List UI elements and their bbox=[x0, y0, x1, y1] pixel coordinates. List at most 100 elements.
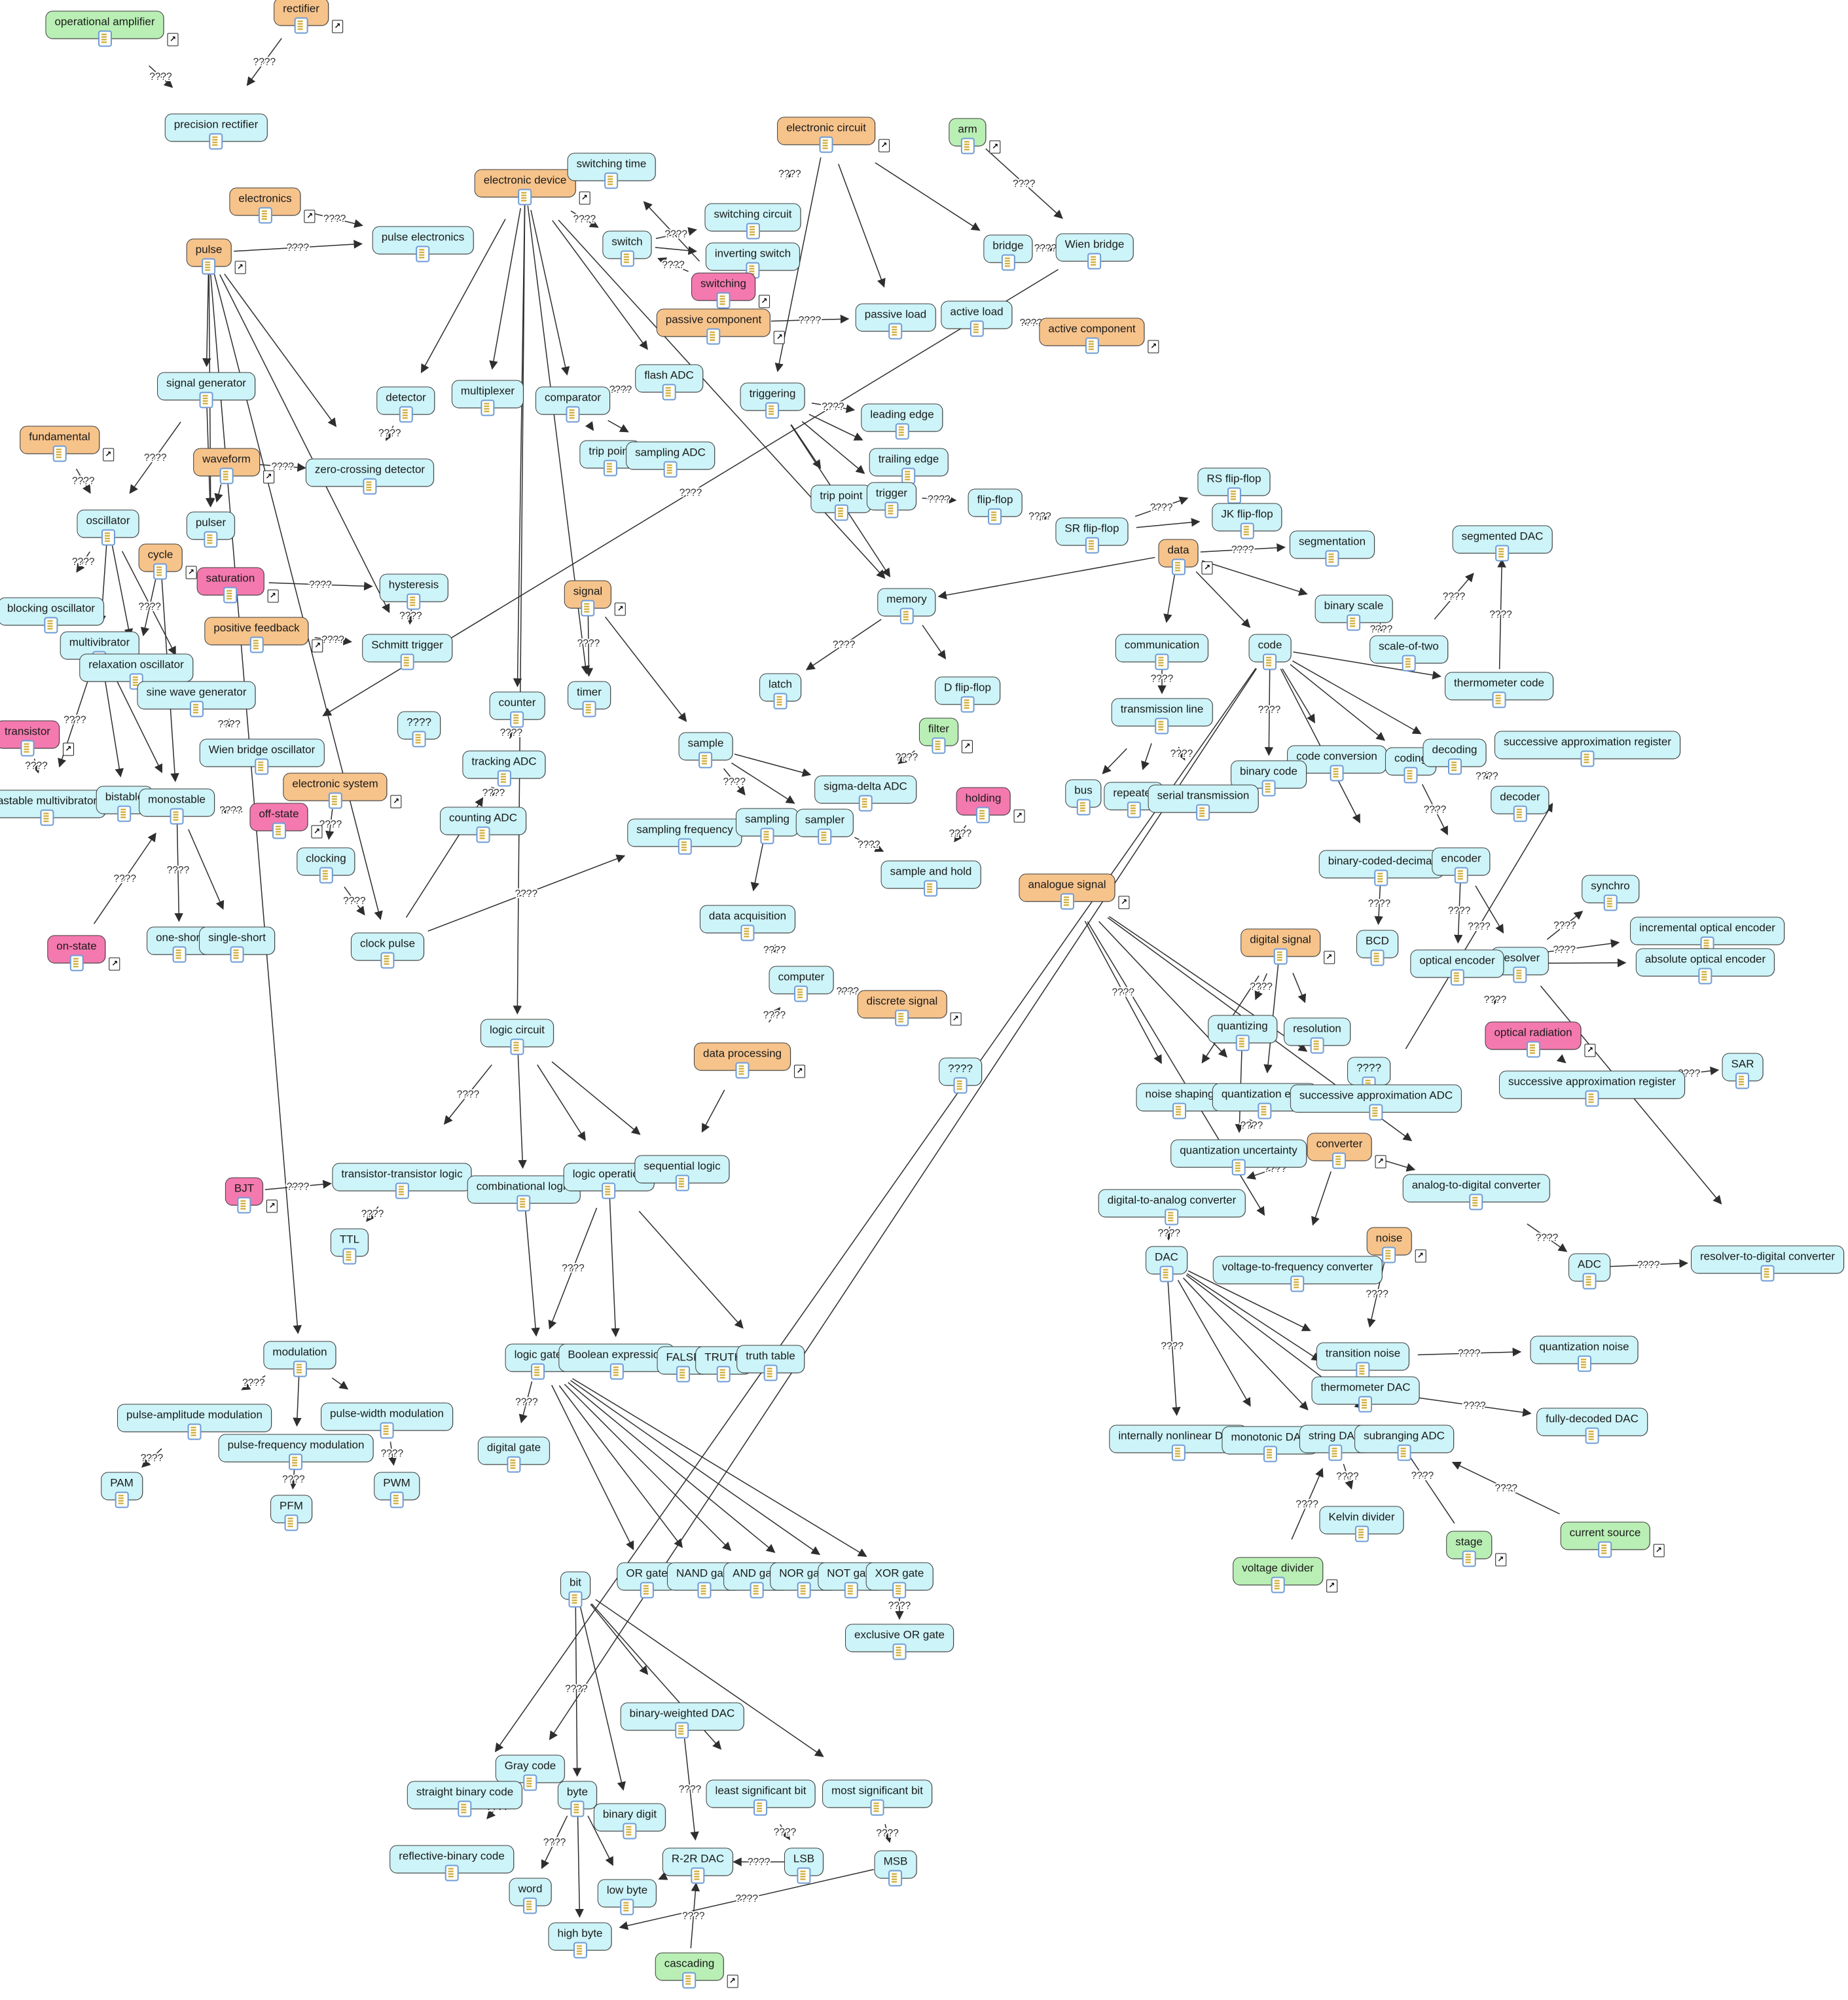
external-link-icon[interactable] bbox=[331, 20, 343, 33]
concept-node-jk_ff[interactable]: JK flip-flop bbox=[1212, 503, 1282, 539]
document-icon[interactable] bbox=[1370, 949, 1385, 966]
concept-node-waveform[interactable]: waveform bbox=[193, 448, 274, 484]
concept-node-filter[interactable]: filter bbox=[918, 718, 973, 754]
concept-node-counting_adc[interactable]: counting ADC bbox=[440, 807, 526, 843]
document-icon[interactable] bbox=[390, 1491, 404, 1508]
document-icon[interactable] bbox=[230, 946, 244, 963]
document-icon[interactable] bbox=[380, 952, 395, 969]
document-icon[interactable] bbox=[1060, 893, 1074, 910]
document-icon[interactable] bbox=[1263, 1445, 1277, 1463]
concept-node-optical_radiation[interactable]: optical radiation bbox=[1485, 1021, 1596, 1058]
document-icon[interactable] bbox=[101, 529, 115, 546]
document-icon[interactable] bbox=[1513, 966, 1527, 983]
document-icon[interactable] bbox=[1235, 1034, 1250, 1051]
concept-node-oscillator[interactable]: oscillator bbox=[77, 509, 139, 546]
concept-node-switch[interactable]: switch bbox=[602, 230, 652, 267]
document-icon[interactable] bbox=[44, 617, 58, 634]
concept-node-electronic_device[interactable]: electronic device bbox=[474, 169, 590, 206]
document-icon[interactable] bbox=[932, 737, 946, 754]
concept-node-counter[interactable]: counter bbox=[489, 691, 545, 728]
document-icon[interactable] bbox=[760, 827, 774, 845]
concept-node-combinational_logic[interactable]: combinational logic bbox=[467, 1175, 581, 1212]
concept-node-word[interactable]: word bbox=[509, 1878, 552, 1914]
concept-node-zero_crossing[interactable]: zero-crossing detector bbox=[305, 458, 435, 495]
document-icon[interactable] bbox=[117, 805, 132, 822]
external-link-icon[interactable] bbox=[758, 295, 770, 308]
external-link-icon[interactable] bbox=[962, 740, 973, 754]
concept-node-saturation[interactable]: saturation bbox=[196, 567, 279, 604]
concept-node-rs_ff[interactable]: RS flip-flop bbox=[1197, 467, 1271, 504]
concept-node-sampling_adc[interactable]: sampling ADC bbox=[626, 441, 715, 478]
document-icon[interactable] bbox=[678, 838, 692, 855]
concept-node-pulse_electronics[interactable]: pulse electronics bbox=[372, 226, 474, 263]
concept-node-monostable[interactable]: monostable bbox=[139, 788, 215, 825]
document-icon[interactable] bbox=[570, 1800, 585, 1817]
concept-node-data_acquisition[interactable]: data acquisition bbox=[699, 905, 796, 941]
document-icon[interactable] bbox=[209, 133, 223, 150]
concept-node-schmitt[interactable]: Schmitt trigger bbox=[362, 634, 452, 670]
concept-node-tracking_adc[interactable]: tracking ADC bbox=[462, 750, 546, 787]
document-icon[interactable] bbox=[1354, 1525, 1369, 1542]
document-icon[interactable] bbox=[1404, 767, 1418, 784]
external-link-icon[interactable] bbox=[1148, 340, 1159, 354]
document-icon[interactable] bbox=[1310, 1037, 1324, 1054]
document-icon[interactable] bbox=[497, 770, 511, 787]
document-icon[interactable] bbox=[1760, 1265, 1775, 1282]
document-icon[interactable] bbox=[294, 17, 308, 34]
concept-node-inverting_switch[interactable]: inverting switch bbox=[705, 242, 801, 279]
concept-node-sigma_delta_adc[interactable]: sigma-delta ADC bbox=[814, 775, 916, 812]
document-icon[interactable] bbox=[189, 700, 204, 718]
document-icon[interactable] bbox=[750, 1582, 764, 1599]
document-icon[interactable] bbox=[1358, 1396, 1373, 1413]
document-icon[interactable] bbox=[510, 711, 524, 728]
concept-node-thermometer_dac[interactable]: thermometer DAC bbox=[1311, 1376, 1420, 1413]
document-icon[interactable] bbox=[1127, 801, 1141, 818]
concept-node-triggering[interactable]: triggering bbox=[740, 382, 805, 419]
document-icon[interactable] bbox=[115, 1491, 129, 1508]
document-icon[interactable] bbox=[662, 384, 676, 401]
concept-node-binary_coded_decimal[interactable]: binary-coded-decimal bbox=[1318, 850, 1444, 886]
concept-node-passive_component[interactable]: passive component bbox=[656, 308, 786, 345]
concept-node-resolution[interactable]: resolution bbox=[1284, 1017, 1350, 1054]
document-icon[interactable] bbox=[237, 1197, 251, 1214]
concept-node-code[interactable]: code bbox=[1248, 634, 1292, 670]
document-icon[interactable] bbox=[691, 1867, 705, 1884]
document-icon[interactable] bbox=[892, 1582, 907, 1599]
concept-node-absolute_optical_encoder[interactable]: absolute optical encoder bbox=[1635, 948, 1775, 985]
document-icon[interactable] bbox=[1698, 968, 1712, 985]
document-icon[interactable] bbox=[272, 822, 286, 839]
concept-node-pwm[interactable]: PWM bbox=[374, 1472, 420, 1508]
concept-node-digital_gate[interactable]: digital gate bbox=[477, 1436, 551, 1473]
concept-node-bridge[interactable]: bridge bbox=[983, 234, 1033, 271]
concept-node-most_significant_bit[interactable]: most significant bit bbox=[822, 1779, 932, 1816]
document-icon[interactable] bbox=[716, 292, 731, 309]
document-icon[interactable] bbox=[1577, 1355, 1591, 1372]
external-link-icon[interactable] bbox=[312, 639, 323, 653]
document-icon[interactable] bbox=[676, 1366, 691, 1383]
document-icon[interactable] bbox=[746, 223, 760, 240]
concept-node-switching_circuit[interactable]: switching circuit bbox=[704, 203, 801, 240]
document-icon[interactable] bbox=[204, 531, 218, 548]
concept-node-precision_rectifier[interactable]: precision rectifier bbox=[164, 113, 268, 150]
concept-node-xor_gate[interactable]: XOR gate bbox=[865, 1562, 933, 1599]
concept-node-converter[interactable]: converter bbox=[1307, 1133, 1386, 1169]
document-icon[interactable] bbox=[1263, 653, 1277, 670]
document-icon[interactable] bbox=[1155, 653, 1169, 670]
concept-node-or_gate[interactable]: OR gate bbox=[617, 1562, 677, 1599]
external-link-icon[interactable] bbox=[185, 566, 197, 579]
concept-node-scale_of_two[interactable]: scale-of-two bbox=[1369, 635, 1448, 672]
document-icon[interactable] bbox=[602, 1182, 616, 1199]
document-icon[interactable] bbox=[899, 608, 914, 625]
concept-node-adc[interactable]: ADC bbox=[1568, 1253, 1610, 1290]
concept-node-trip_point_b[interactable]: trip point bbox=[810, 484, 872, 521]
document-icon[interactable] bbox=[581, 600, 595, 617]
document-icon[interactable] bbox=[400, 653, 414, 670]
concept-node-digital_signal[interactable]: digital signal bbox=[1241, 928, 1335, 965]
concept-node-reflective_binary_code[interactable]: reflective-binary code bbox=[390, 1845, 514, 1882]
document-icon[interactable] bbox=[620, 1899, 634, 1916]
concept-node-pam[interactable]: PAM bbox=[101, 1472, 143, 1508]
external-link-icon[interactable] bbox=[1201, 561, 1213, 575]
concept-node-qnode3[interactable]: ???? bbox=[1347, 1057, 1390, 1093]
concept-node-pulse_width_modulation[interactable]: pulse-width modulation bbox=[321, 1402, 453, 1439]
document-icon[interactable] bbox=[895, 423, 909, 440]
